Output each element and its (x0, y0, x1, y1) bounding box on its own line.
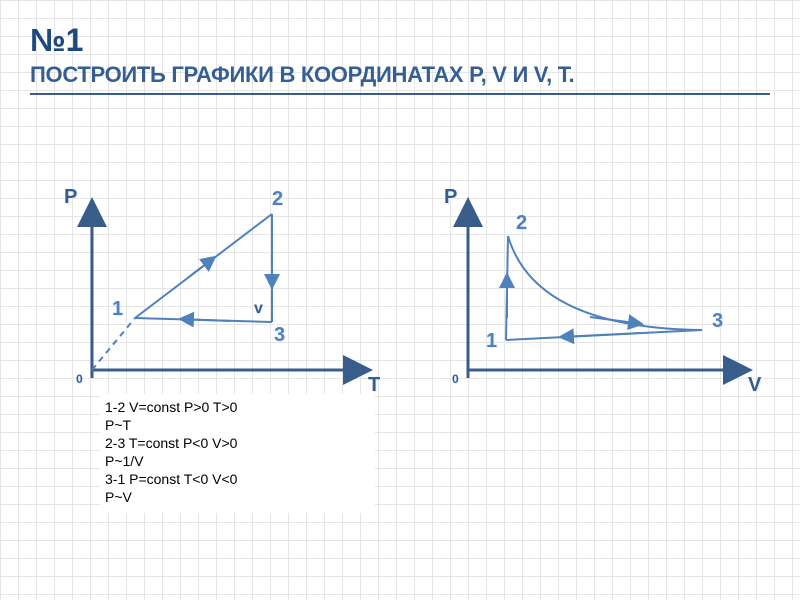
pt-point3-label: 3 (274, 324, 285, 347)
pv-ylabel: P (444, 186, 457, 209)
pt-point1-label: 1 (112, 298, 123, 321)
subtitle-underline (30, 93, 770, 95)
pv-arrow-2-3 (590, 317, 642, 324)
relation-line: 1-2 V=const P>0 T>0 (105, 399, 370, 417)
pv-curve-2-3 (508, 236, 702, 330)
pt-dashed-origin-1 (92, 318, 135, 370)
pv-xlabel: V (748, 374, 761, 397)
pv-diagram-svg (420, 190, 780, 410)
relation-line: P~V (105, 489, 370, 507)
pt-origin: 0 (76, 372, 83, 386)
pt-arrow-3-1 (180, 319, 230, 321)
pt-diagram-svg (40, 190, 400, 410)
relation-line: P~1/V (105, 453, 370, 471)
pv-point2-label: 2 (516, 212, 527, 235)
pt-arrow-1-2 (190, 257, 215, 276)
pt-point2-label: 2 (272, 188, 283, 211)
pv-point3-label: 3 (712, 310, 723, 333)
pv-diagram: P V 0 1 2 3 (420, 190, 780, 410)
pt-small-v: v (254, 300, 263, 318)
pt-diagram: P T 0 1 2 3 v (40, 190, 400, 410)
pv-origin: 0 (452, 372, 459, 386)
pt-ylabel: P (64, 186, 77, 209)
relations-box: 1-2 V=const P>0 T>0 P~T 2-3 T=const P<0 … (100, 394, 375, 513)
page-subtitle: Построить графики в координатах P, V и V… (30, 62, 574, 88)
relation-line: P~T (105, 417, 370, 435)
relation-line: 3-1 P=const T<0 V<0 (105, 471, 370, 489)
page-number-title: №1 (30, 22, 83, 59)
pv-point1-label: 1 (486, 330, 497, 353)
relation-line: 2-3 T=const P<0 V>0 (105, 435, 370, 453)
pv-arrow-3-1 (560, 333, 640, 337)
